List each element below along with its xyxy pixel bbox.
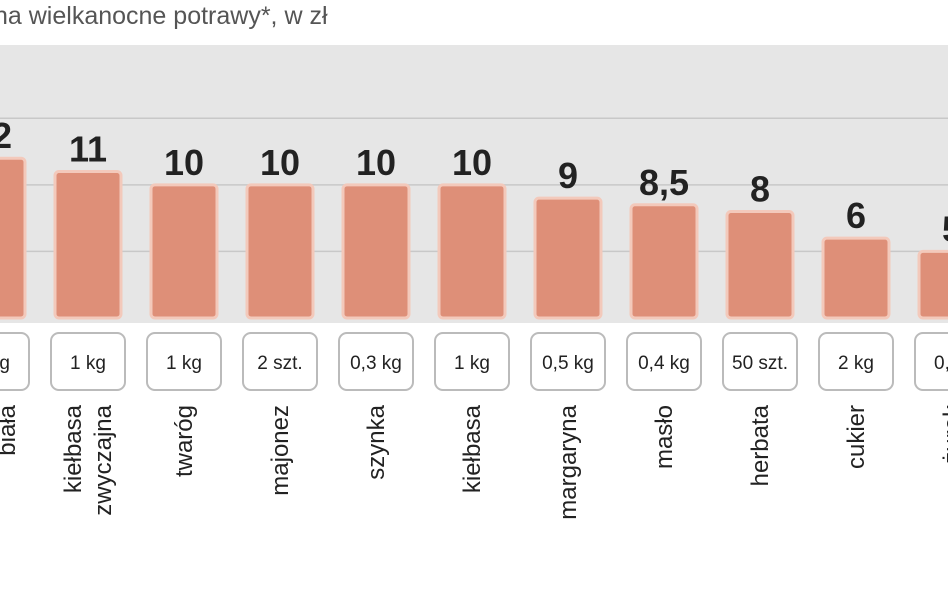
value-label: 8,5: [639, 162, 689, 203]
unit-box: [914, 332, 948, 391]
category-label: kiełbasabiała: [0, 404, 21, 493]
unit-box: [0, 332, 30, 391]
value-label: 10: [356, 142, 396, 183]
unit-label: 1 kg: [0, 353, 10, 374]
chart-title: na wielkanocne potrawy*, w zł: [0, 2, 328, 30]
unit-box: [50, 332, 126, 391]
unit-box: [242, 332, 318, 391]
category-label: cukier: [843, 405, 870, 469]
value-label: 6: [846, 195, 866, 236]
value-label: 9: [558, 155, 578, 196]
category-label: margaryna: [555, 404, 582, 519]
category-label: szynka: [363, 404, 390, 479]
unit-label: 0,5 l: [934, 353, 948, 374]
bar: [341, 183, 411, 320]
unit-label: 1 kg: [70, 353, 106, 374]
category-label: masło: [651, 405, 678, 469]
bar: [149, 183, 219, 320]
value-label: 8: [750, 168, 770, 209]
unit-label: 2 kg: [838, 353, 874, 374]
category-label: herbata: [747, 404, 774, 486]
value-label: 5: [942, 208, 948, 249]
unit-label: 0,4 kg: [638, 353, 690, 374]
bar: [917, 249, 948, 320]
bar: [629, 203, 699, 320]
value-label: 11: [69, 129, 107, 170]
category-label: żurek: [939, 404, 948, 464]
unit-box: [146, 332, 222, 391]
unit-box: [530, 332, 606, 391]
unit-label: 2 szt.: [257, 353, 302, 374]
bar: [437, 183, 507, 320]
bar: [533, 196, 603, 320]
bar: [245, 183, 315, 320]
unit-box: [434, 332, 510, 391]
category-label: kiełbasa zwyczajna: [60, 404, 117, 515]
value-label: 10: [452, 142, 492, 183]
bar: [821, 236, 891, 320]
bar: [53, 170, 123, 320]
unit-label: 1 kg: [454, 353, 490, 374]
unit-box: [626, 332, 702, 391]
category-label: majonez: [267, 405, 294, 496]
unit-box: [338, 332, 414, 391]
value-label: 10: [164, 142, 204, 183]
unit-box: [722, 332, 798, 391]
unit-label: 0,5 kg: [542, 353, 594, 374]
category-label: twaróg: [171, 405, 198, 477]
bar: [725, 209, 795, 320]
unit-box: [818, 332, 894, 391]
unit-label: 0,3 kg: [350, 353, 402, 374]
unit-label: 1 kg: [166, 353, 202, 374]
unit-label: 50 szt.: [732, 353, 788, 374]
bar: [0, 156, 27, 320]
category-label: kiełbasa: [459, 404, 486, 493]
value-label: 12: [0, 115, 12, 156]
value-label: 10: [260, 142, 300, 183]
